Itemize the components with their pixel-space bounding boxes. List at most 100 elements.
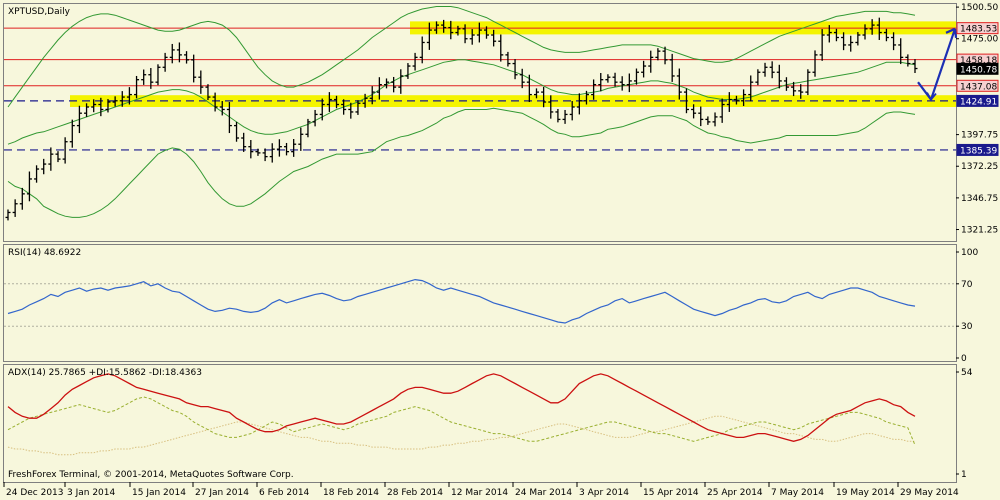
adx-pane — [7, 373, 916, 456]
ohlc-bar — [533, 88, 539, 99]
price-tag-1450.78: 1450.78 — [956, 62, 999, 75]
ohlc-bar — [748, 75, 754, 102]
ohlc-bar — [783, 77, 789, 91]
ohlc-bar — [241, 132, 247, 152]
ohlc-bar — [269, 143, 275, 163]
ohlc-bar — [562, 109, 568, 124]
ohlc-bar — [376, 77, 382, 100]
ohlc-bar — [426, 22, 432, 50]
time-tick-label: 12 Mar 2014 — [451, 488, 508, 498]
price-tag-box — [956, 79, 999, 92]
ohlc-bar — [55, 151, 61, 163]
ohlc-bar — [419, 36, 425, 64]
ohlc-bar — [348, 102, 354, 119]
time-axis: 24 Dec 2013 3 Jan 2014 15 Jan 2014 27 Jan 2… — [3, 482, 959, 498]
time-tick-label: 24 Mar 2014 — [515, 488, 572, 498]
price-tag-1385.39: 1385.39 — [956, 143, 999, 156]
price-tick-label: 1500.50 — [961, 3, 998, 13]
ohlc-bar — [491, 29, 497, 47]
ohlc-bar — [19, 187, 25, 210]
price-tick-label: 1372.25 — [961, 162, 998, 172]
ohlc-bar — [869, 19, 875, 35]
price-tag-label: 1483.53 — [960, 25, 997, 35]
ohlc-bar — [655, 48, 661, 61]
ohlc-bar — [341, 99, 347, 115]
main-pane-frame — [3, 3, 957, 242]
ohlc-bar — [819, 29, 825, 61]
ohlc-bar — [769, 61, 775, 79]
ohlc-bar — [626, 73, 632, 93]
ohlc-bar — [276, 139, 282, 157]
ohlc-bar — [405, 63, 411, 79]
ohlc-bar — [334, 95, 340, 109]
ohlc-bar — [862, 24, 868, 40]
time-tick-label: 3 Jan 2014 — [67, 488, 115, 498]
ohlc-bar — [676, 68, 682, 100]
ohlc-bar — [212, 92, 218, 112]
ohlc-bar — [184, 51, 190, 64]
ohlc-bar — [305, 118, 311, 138]
ohlc-bar — [362, 93, 368, 108]
price-tag-box — [956, 143, 999, 156]
ohlc-bar — [169, 43, 175, 64]
ohlc-bar — [705, 116, 711, 125]
ohlc-bar — [619, 76, 625, 91]
ohlc-bar — [198, 70, 204, 94]
ohlc-bar — [226, 102, 232, 134]
price-tag-box — [956, 22, 999, 35]
ohlc-bar — [112, 96, 118, 107]
ohlc-bar — [355, 100, 361, 115]
ohlc-bar — [798, 84, 804, 99]
ohlc-bar — [712, 112, 718, 127]
ohlc-bar — [598, 72, 604, 92]
price-tick-label: 1346.75 — [961, 194, 998, 204]
rsi-tick-label: 70 — [961, 280, 973, 290]
main-title: XPTUSD,Daily — [8, 7, 71, 17]
ohlc-bar — [633, 68, 639, 85]
ohlc-bars — [5, 17, 918, 221]
ohlc-bar — [234, 121, 240, 142]
ohlc-bar — [191, 54, 197, 83]
adx-tick-label: 54 — [961, 368, 973, 378]
price-tag-label: 1424.91 — [960, 97, 997, 107]
ohlc-bar — [105, 99, 111, 113]
ohlc-bar — [833, 28, 839, 42]
ohlc-bar — [683, 88, 689, 114]
ohlc-bar — [762, 62, 768, 77]
ohlc-bar — [155, 64, 161, 86]
time-tick-label: 29 May 2014 — [900, 488, 959, 498]
ohlc-bar — [605, 74, 611, 83]
ohlc-bar — [441, 19, 447, 33]
ohlc-bar — [612, 72, 618, 87]
ohlc-bar — [498, 34, 504, 62]
ohlc-bar — [583, 90, 589, 105]
price-tag-label: 1458.18 — [960, 56, 997, 66]
price-tag-box — [956, 94, 999, 107]
ohlc-bar — [291, 139, 297, 157]
time-tick-label: 24 Dec 2013 — [6, 488, 64, 498]
ohlc-bar — [791, 81, 797, 97]
time-tick-label: 6 Feb 2014 — [259, 488, 310, 498]
ohlc-bar — [162, 52, 168, 72]
ohlc-bar — [883, 28, 889, 42]
ohlc-bar — [476, 22, 482, 43]
bollinger-lower-line — [7, 107, 916, 218]
ohlc-bar — [176, 42, 182, 63]
ohlc-bar — [905, 54, 911, 67]
ohlc-bar — [205, 84, 211, 101]
ohlc-bar — [434, 21, 440, 34]
price-axis: 1500.50 1475.00 1397.75 1372.25 1346.75 1321.… — [956, 3, 998, 480]
ohlc-bar — [284, 142, 290, 156]
ohlc-bar — [84, 103, 90, 117]
ohlc-bar — [412, 52, 418, 71]
footer-copyright: FreshForex Terminal, © 2001-2014, MetaQu… — [8, 470, 294, 480]
ohlc-bar — [641, 60, 647, 78]
time-tick-label: 18 Feb 2014 — [323, 488, 379, 498]
ohlc-bar — [876, 17, 882, 40]
ohlc-bar — [891, 32, 897, 51]
ohlc-bar — [648, 50, 654, 73]
ohlc-bar — [519, 68, 525, 89]
rsi-tick-label: 100 — [961, 248, 978, 258]
